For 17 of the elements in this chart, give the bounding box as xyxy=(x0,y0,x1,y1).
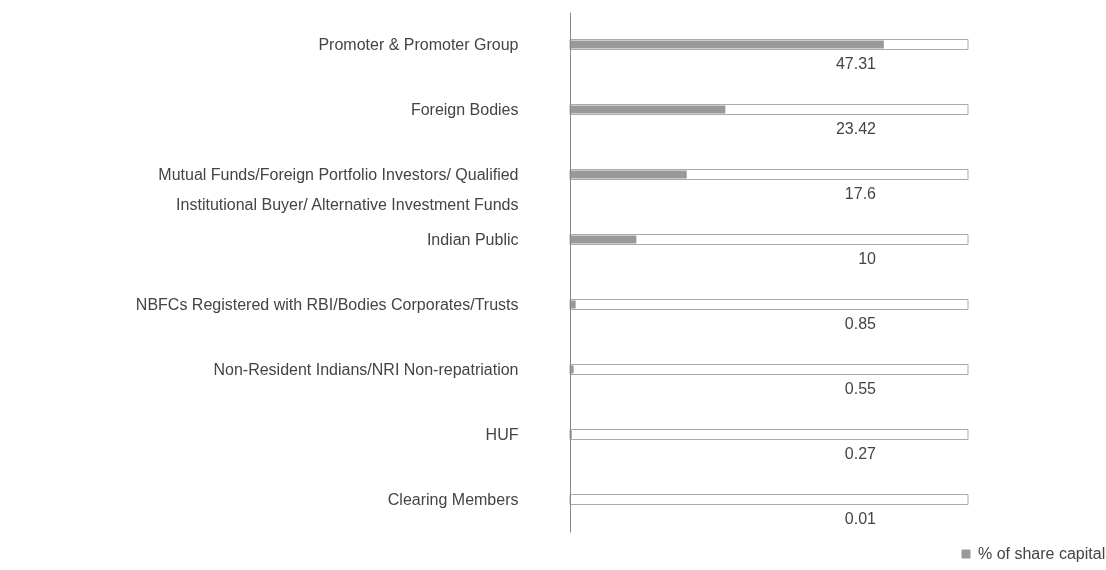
y-tick-label: Clearing Members xyxy=(387,490,519,508)
data-label: 0.85 xyxy=(844,314,877,332)
y-tick-label: Indian Public xyxy=(426,230,519,248)
legend-label: % of share capital xyxy=(978,545,1106,562)
y-tick-label: Non-Resident Indians/NRI Non-repatriation xyxy=(213,360,519,378)
data-label: 23.42 xyxy=(835,119,877,137)
y-tick-label: Foreign Bodies xyxy=(410,100,519,118)
y-tick-label: HUF xyxy=(485,425,519,443)
data-label: 0.55 xyxy=(844,379,877,397)
y-tick-label: Promoter & Promoter Group xyxy=(318,35,519,53)
data-label: 47.31 xyxy=(835,54,877,72)
data-label: 0.01 xyxy=(844,509,877,527)
data-label: 10 xyxy=(858,249,877,267)
data-label: 0.27 xyxy=(844,444,877,462)
data-label: 17.6 xyxy=(844,184,877,202)
y-tick-label: NBFCs Registered with RBI/Bodies Corporates/Trusts xyxy=(135,295,519,313)
y-tick-label: Mutual Funds/Foreign Portfolio Investors/ Qualified Institutional Buyer/ Alternative Investment Funds xyxy=(158,165,519,213)
